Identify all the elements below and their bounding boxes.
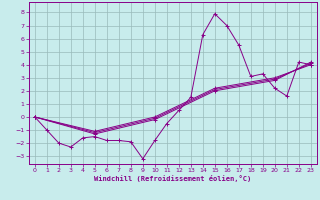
X-axis label: Windchill (Refroidissement éolien,°C): Windchill (Refroidissement éolien,°C) (94, 175, 252, 182)
